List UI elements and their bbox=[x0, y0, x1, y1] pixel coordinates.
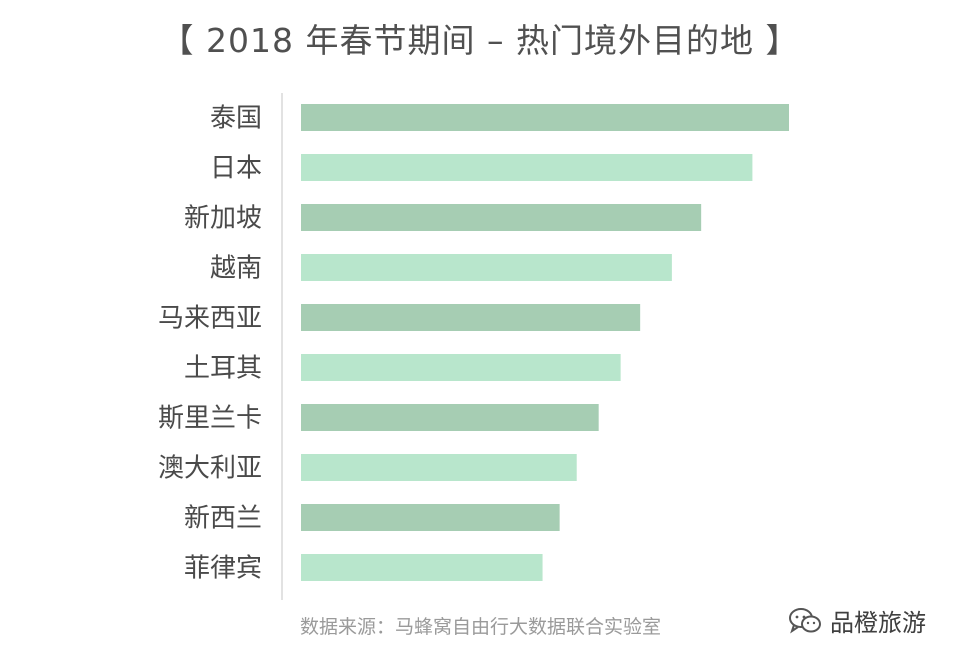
bars-group bbox=[301, 104, 789, 581]
bar-4 bbox=[301, 254, 672, 281]
category-label: 马来西亚 bbox=[158, 304, 262, 334]
category-label: 菲律宾 bbox=[184, 554, 262, 584]
bar-10 bbox=[301, 554, 543, 581]
watermark: 品橙旅游 bbox=[788, 603, 926, 638]
bar-9 bbox=[301, 504, 560, 531]
category-label: 泰国 bbox=[210, 104, 262, 134]
bar-5 bbox=[301, 304, 641, 331]
bar-6 bbox=[301, 354, 621, 381]
category-label: 日本 bbox=[210, 154, 262, 184]
category-label: 斯里兰卡 bbox=[158, 404, 262, 434]
bar-8 bbox=[301, 454, 577, 481]
category-label: 新西兰 bbox=[184, 504, 262, 534]
category-label: 澳大利亚 bbox=[158, 454, 262, 484]
wechat-icon bbox=[789, 607, 821, 633]
bar-7 bbox=[301, 404, 599, 431]
source-note: 数据来源：马蜂窝自由行大数据联合实验室 bbox=[300, 616, 662, 638]
category-label: 土耳其 bbox=[184, 354, 262, 384]
watermark-text: 品橙旅游 bbox=[830, 609, 926, 637]
bar-1 bbox=[301, 104, 789, 131]
bar-2 bbox=[301, 154, 753, 181]
bar-3 bbox=[301, 204, 702, 231]
category-label: 越南 bbox=[210, 254, 262, 284]
category-label: 新加坡 bbox=[184, 204, 262, 234]
chart-title: 【 2018 年春节期间 – 热门境外目的地 】 bbox=[160, 21, 800, 60]
